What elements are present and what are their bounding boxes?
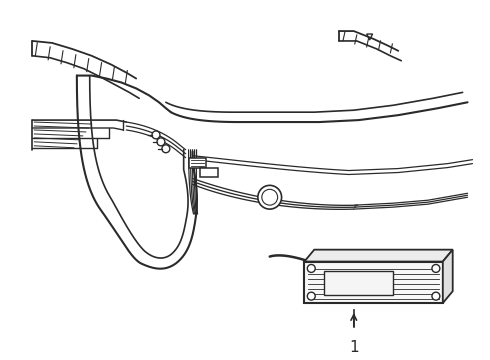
Circle shape bbox=[307, 292, 315, 300]
Bar bbox=[304, 261, 443, 303]
Bar bbox=[324, 271, 393, 295]
Polygon shape bbox=[443, 249, 453, 303]
Bar bbox=[200, 167, 218, 177]
Circle shape bbox=[307, 265, 315, 273]
Text: 1: 1 bbox=[349, 340, 359, 355]
Circle shape bbox=[162, 145, 170, 153]
Circle shape bbox=[262, 189, 278, 205]
Circle shape bbox=[152, 131, 160, 139]
Polygon shape bbox=[367, 34, 372, 40]
Circle shape bbox=[432, 265, 440, 273]
Circle shape bbox=[432, 292, 440, 300]
Polygon shape bbox=[304, 249, 453, 261]
Bar bbox=[189, 158, 206, 167]
Circle shape bbox=[258, 185, 282, 209]
Circle shape bbox=[157, 138, 165, 146]
